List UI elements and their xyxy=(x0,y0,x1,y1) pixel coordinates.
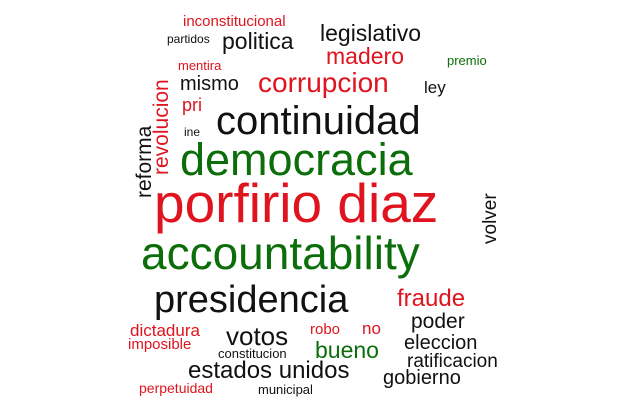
word-volver: volver xyxy=(480,193,501,244)
word-continuidad: continuidad xyxy=(216,99,421,143)
word-premio: premio xyxy=(447,53,487,68)
word-reforma: reforma xyxy=(133,125,156,198)
word-presidencia: presidencia xyxy=(154,279,349,321)
word-poder: poder xyxy=(411,310,465,333)
word-ley: ley xyxy=(424,78,446,97)
word-politica: politica xyxy=(222,28,294,54)
word-partidos: partidos xyxy=(167,32,210,46)
word-imposible: imposible xyxy=(128,336,192,353)
word-ine: ine xyxy=(184,125,201,139)
word-ratificacion: ratificacion xyxy=(407,351,498,372)
word-votos: votos xyxy=(226,321,289,351)
word-gobierno: gobierno xyxy=(383,367,461,389)
word-estados-unidos: estados unidos xyxy=(188,357,350,384)
word-robo: robo xyxy=(310,321,341,338)
word-no: no xyxy=(362,319,381,338)
word-mentira: mentira xyxy=(178,58,222,73)
word-accountability: accountability xyxy=(141,227,420,279)
word-corrupcion: corrupcion xyxy=(258,67,389,98)
word-eleccion: eleccion xyxy=(404,332,478,354)
word-fraude: fraude xyxy=(397,285,466,312)
word-perpetuidad: perpetuidad xyxy=(139,380,213,396)
word-porfirio-diaz: porfirio diaz xyxy=(154,172,439,234)
word-dictadura: dictadura xyxy=(130,321,200,340)
word-pri: pri xyxy=(182,95,203,115)
word-constitucion: constitucion xyxy=(218,346,287,361)
word-inconstitucional: inconstitucional xyxy=(183,13,286,30)
word-madero: madero xyxy=(326,43,404,69)
word-mismo: mismo xyxy=(180,73,239,95)
word-legislativo: legislativo xyxy=(320,20,421,46)
word-municipal: municipal xyxy=(258,382,313,397)
word-bueno: bueno xyxy=(315,337,379,363)
word-democracia: democracia xyxy=(180,134,413,185)
